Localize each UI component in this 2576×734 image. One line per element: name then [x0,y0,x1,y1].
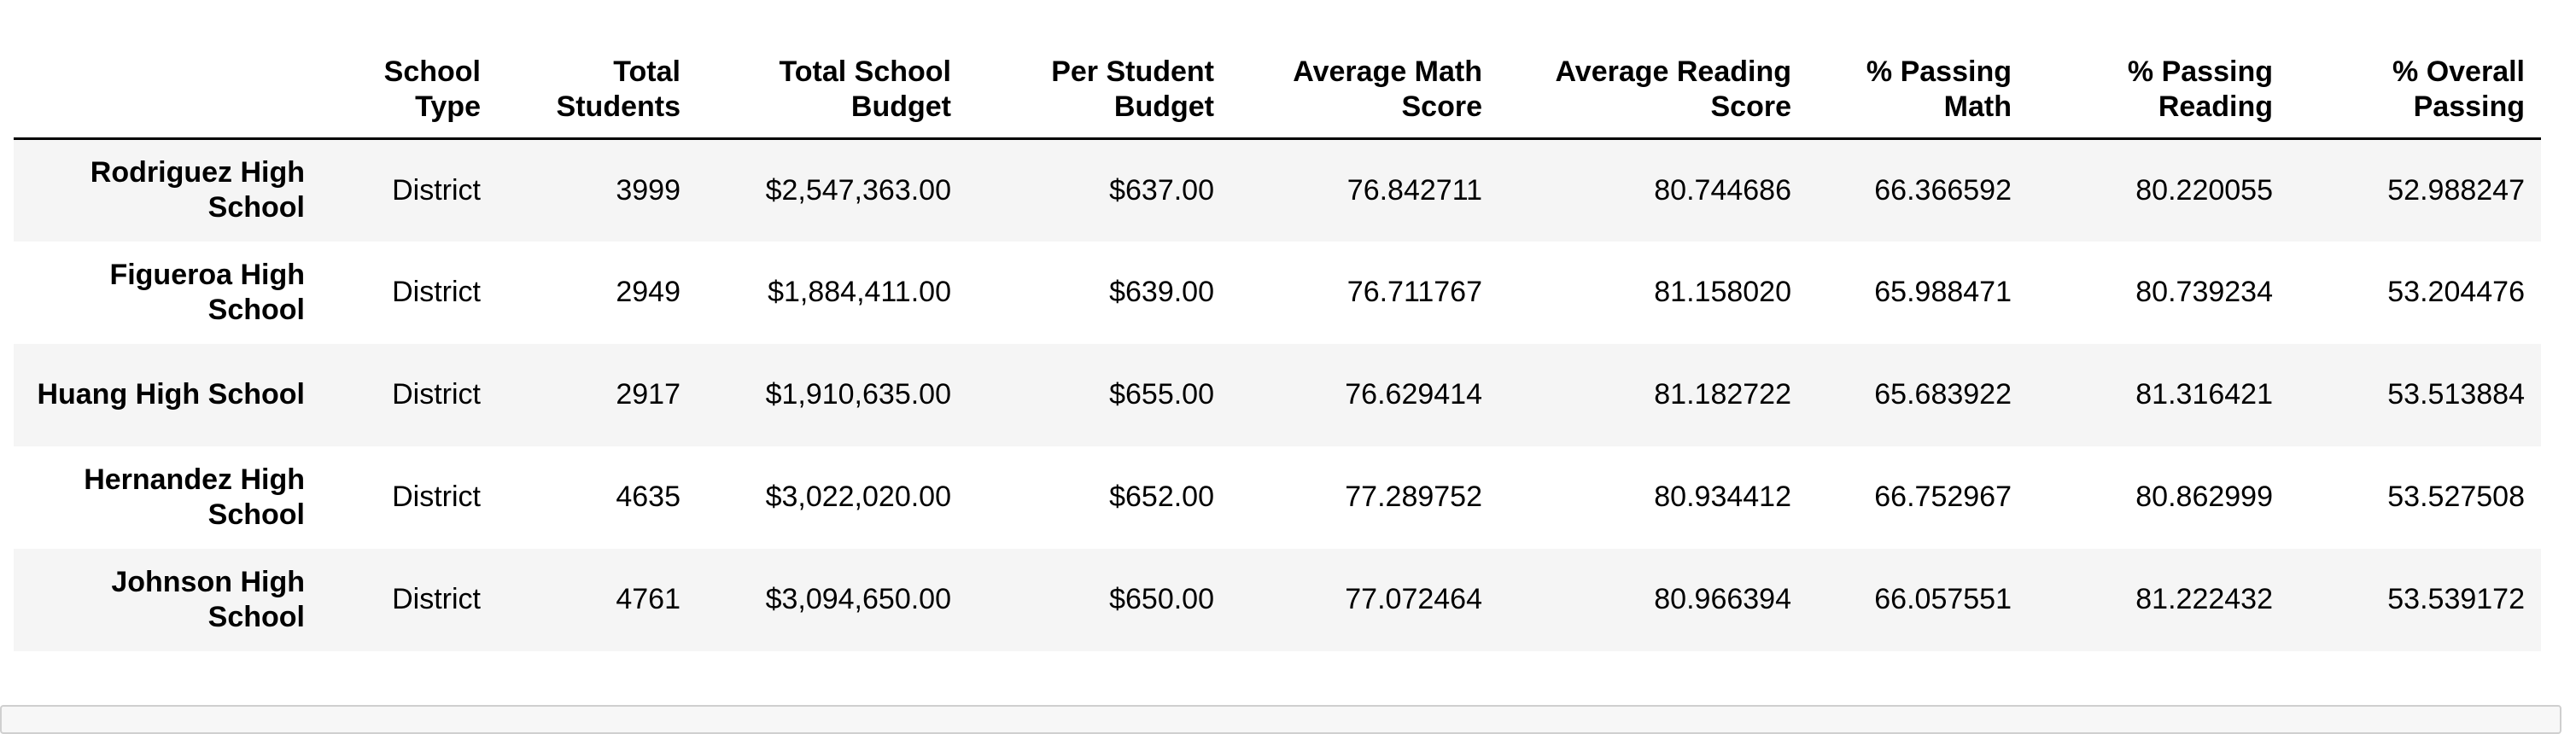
index-header [14,44,321,140]
cell-average-reading-score: 81.182722 [1654,378,1791,411]
cell-total-students: 4761 [616,583,681,615]
cell-passing-math: 65.683922 [1874,378,2012,411]
cell-total-school-budget: $1,884,411.00 [768,276,951,308]
cell-overall-passing: 53.527508 [2387,481,2525,513]
cell-passing-math: 66.366592 [1874,173,2012,207]
column-header-total-school-budget: Total School Budget [697,44,967,140]
row-index-school: Hernandez High School [84,463,305,531]
column-header-passing-reading: % Passing Reading [2028,44,2289,140]
table-row: Figueroa High School District 2949 $1,88… [14,241,2541,344]
cell-average-reading-score: 80.744686 [1654,173,1791,207]
table-row: Huang High School District 2917 $1,910,6… [14,343,2541,446]
cell-per-student-budget: $650.00 [1109,583,1214,615]
cell-school-type: District [392,378,481,411]
row-index-school: Huang High School [37,378,305,411]
cell-school-type: District [392,481,481,513]
cell-total-school-budget: $2,547,363.00 [765,173,951,207]
row-index-school: Rodriguez High School [90,156,305,224]
cell-total-students: 2949 [616,276,681,308]
cell-total-students: 4635 [616,481,681,513]
next-cell-edge[interactable] [0,705,2561,734]
cell-overall-passing: 53.539172 [2387,583,2525,615]
cell-per-student-budget: $655.00 [1109,378,1214,411]
cell-school-type: District [392,583,481,615]
table-row: Rodriguez High School District 3999 $2,5… [14,138,2541,242]
cell-passing-reading: 81.222432 [2135,583,2273,615]
cell-overall-passing: 53.513884 [2387,378,2525,411]
row-index-school: Figueroa High School [109,258,305,326]
cell-average-math-score: 76.842711 [1346,173,1482,207]
cell-total-school-budget: $1,910,635.00 [765,378,951,411]
cell-passing-reading: 81.316421 [2135,378,2273,411]
cell-overall-passing: 52.988247 [2387,173,2525,207]
cell-average-reading-score: 80.966394 [1654,583,1791,615]
column-header-total-students: Total Students [497,44,697,140]
output-area: School Type Total Students Total School … [14,44,2541,651]
cell-average-reading-score: 80.934412 [1654,481,1791,513]
cell-passing-math: 66.057551 [1874,583,2012,615]
cell-average-math-score: 77.289752 [1345,481,1482,513]
column-header-overall-passing: % Overall Passing [2289,44,2541,140]
cell-average-math-score: 76.629414 [1345,378,1482,411]
cell-total-school-budget: $3,022,020.00 [765,481,951,513]
cell-school-type: District [392,276,481,308]
cell-passing-math: 65.988471 [1874,276,2012,308]
column-header-average-reading-score: Average Reading Score [1498,44,1808,140]
row-index-school: Johnson High School [111,565,305,633]
cell-per-student-budget: $637.00 [1109,173,1214,207]
column-header-average-math-score: Average Math Score [1230,44,1498,140]
cell-average-math-score: 76.711767 [1346,276,1482,308]
table-row: Johnson High School District 4761 $3,094… [14,548,2541,651]
cell-total-students: 3999 [616,173,681,207]
header-row: School Type Total Students Total School … [14,44,2541,140]
table-body: Rodriguez High School District 3999 $2,5… [14,138,2541,651]
cell-per-student-budget: $652.00 [1109,481,1214,513]
table-row: Hernandez High School District 4635 $3,0… [14,446,2541,549]
table-header: School Type Total Students Total School … [14,44,2541,140]
cell-average-math-score: 77.072464 [1345,583,1482,615]
cell-passing-math: 66.752967 [1874,481,2012,513]
cell-per-student-budget: $639.00 [1109,276,1214,308]
cell-passing-reading: 80.220055 [2135,173,2273,207]
column-header-school-type: School Type [321,44,497,140]
cell-school-type: District [392,173,481,207]
cell-total-school-budget: $3,094,650.00 [765,583,951,615]
dataframe-table: School Type Total Students Total School … [14,44,2541,651]
column-header-passing-math: % Passing Math [1808,44,2028,140]
column-header-per-student-budget: Per Student Budget [967,44,1230,140]
cell-passing-reading: 80.862999 [2135,481,2273,513]
cell-total-students: 2917 [616,378,681,411]
cell-average-reading-score: 81.158020 [1654,276,1791,308]
cell-passing-reading: 80.739234 [2135,276,2273,308]
cell-overall-passing: 53.204476 [2387,276,2525,308]
